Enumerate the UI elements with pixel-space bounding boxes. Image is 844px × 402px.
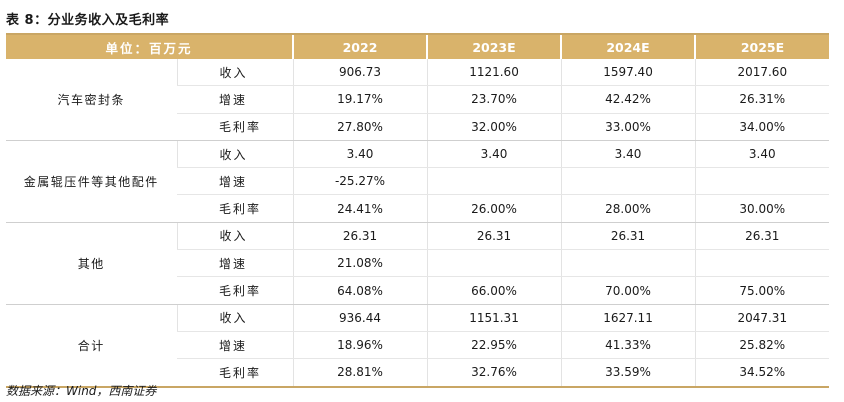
table-cell: 906.73 (292, 59, 428, 87)
table-cell (560, 249, 696, 278)
revenue-margin-table: 单位：百万元 2022 2023E 2024E 2025E 汽车密封条 收入 9… (6, 35, 830, 388)
table-cell (426, 249, 562, 278)
metric-label: 毛利率 (177, 194, 294, 223)
table-cell: 28.81% (292, 358, 428, 388)
table-row: 毛利率 27.80% 32.00% 33.00% 34.00% (6, 113, 830, 141)
segment-name: 汽车密封条 (6, 59, 177, 141)
segment-name: 金属辊压件等其他配件 (6, 140, 177, 223)
table-cell: 25.82% (694, 331, 830, 360)
table-cell: 75.00% (694, 276, 830, 305)
table-cell: 70.00% (560, 276, 696, 305)
table-cell: 21.08% (292, 249, 428, 278)
table-cell: 1121.60 (426, 59, 562, 87)
header-rule (6, 33, 829, 35)
data-source-note: 数据来源：Wind，西南证券 (6, 384, 157, 398)
metric-label: 毛利率 (177, 358, 294, 388)
table-cell: 23.70% (426, 85, 562, 114)
table-cell: 33.00% (560, 113, 696, 141)
table-cell: 2017.60 (694, 59, 830, 87)
table-row: 增速 19.17% 23.70% 42.42% 26.31% (6, 85, 830, 114)
table-cell: 64.08% (292, 276, 428, 305)
metric-label: 毛利率 (177, 113, 294, 141)
table-cell: 42.42% (560, 85, 696, 114)
table-cell: 26.00% (426, 194, 562, 223)
segment-name: 其他 (6, 222, 177, 305)
unit-header: 单位：百万元 (6, 35, 295, 59)
table-row: 毛利率 24.41% 26.00% 28.00% 30.00% (6, 194, 830, 223)
table-cell: 936.44 (292, 304, 428, 332)
table-cell: 3.40 (426, 140, 562, 169)
table-cell: 26.31 (426, 222, 562, 251)
table-cell (694, 249, 830, 278)
table-row: 金属辊压件等其他配件 收入 3.40 3.40 3.40 3.40 (6, 140, 830, 223)
table-cell: 2047.31 (694, 304, 830, 332)
table-cell: 34.52% (694, 358, 830, 388)
table-cell: -25.27% (292, 167, 428, 196)
table-title: 表 8：分业务收入及毛利率 (6, 13, 170, 28)
table-cell: 22.95% (426, 331, 562, 360)
table-cell: 1151.31 (426, 304, 562, 332)
metric-label: 收入 (176, 59, 294, 87)
table-cell: 26.31 (694, 222, 830, 251)
table-cell: 32.00% (426, 113, 562, 141)
table-cell (426, 167, 562, 196)
table-row: 增速 -25.27% (6, 167, 830, 196)
metric-label: 毛利率 (177, 276, 294, 305)
table-cell: 19.17% (292, 85, 428, 114)
metric-label: 收入 (176, 140, 294, 169)
table-cell: 66.00% (426, 276, 562, 305)
table-cell: 27.80% (292, 113, 428, 141)
table-cell: 24.41% (292, 194, 428, 223)
metric-label: 增速 (177, 249, 294, 278)
table-cell: 1627.11 (560, 304, 696, 332)
table-row: 其他 收入 26.31 26.31 26.31 26.31 (6, 222, 830, 305)
segment-name: 合计 (6, 304, 177, 388)
year-header: 2023E (427, 35, 563, 59)
metric-label: 收入 (176, 304, 294, 332)
table-cell: 32.76% (426, 358, 562, 388)
table-cell: 26.31 (292, 222, 428, 251)
table-cell (694, 167, 830, 196)
metric-label: 增速 (177, 167, 294, 196)
table-row: 增速 18.96% 22.95% 41.33% 25.82% (6, 331, 830, 360)
table-row: 增速 21.08% (6, 249, 830, 278)
year-header: 2024E (561, 35, 697, 59)
table-cell: 30.00% (694, 194, 830, 223)
table-cell: 3.40 (292, 140, 428, 169)
table-cell: 3.40 (560, 140, 696, 169)
table-cell: 18.96% (292, 331, 428, 360)
table-cell (560, 167, 696, 196)
header-row: 单位：百万元 2022 2023E 2024E 2025E (6, 35, 830, 59)
table-cell: 28.00% (560, 194, 696, 223)
year-header: 2022 (293, 35, 429, 59)
table-cell: 3.40 (694, 140, 830, 169)
table-cell: 33.59% (560, 358, 696, 388)
table-row: 毛利率 64.08% 66.00% 70.00% 75.00% (6, 276, 830, 305)
year-header: 2025E (695, 35, 830, 59)
table-row: 毛利率 28.81% 32.76% 33.59% 34.52% (6, 358, 830, 388)
table-cell: 41.33% (560, 331, 696, 360)
table-cell: 1597.40 (560, 59, 696, 87)
metric-label: 收入 (176, 222, 294, 251)
table-cell: 26.31% (694, 85, 830, 114)
table-row: 合计 收入 936.44 1151.31 1627.11 2047.31 (6, 304, 830, 388)
table-cell: 26.31 (560, 222, 696, 251)
table-row: 汽车密封条 收入 906.73 1121.60 1597.40 2017.60 (6, 59, 830, 141)
metric-label: 增速 (177, 85, 294, 114)
metric-label: 增速 (177, 331, 294, 360)
table-cell: 34.00% (694, 113, 830, 141)
